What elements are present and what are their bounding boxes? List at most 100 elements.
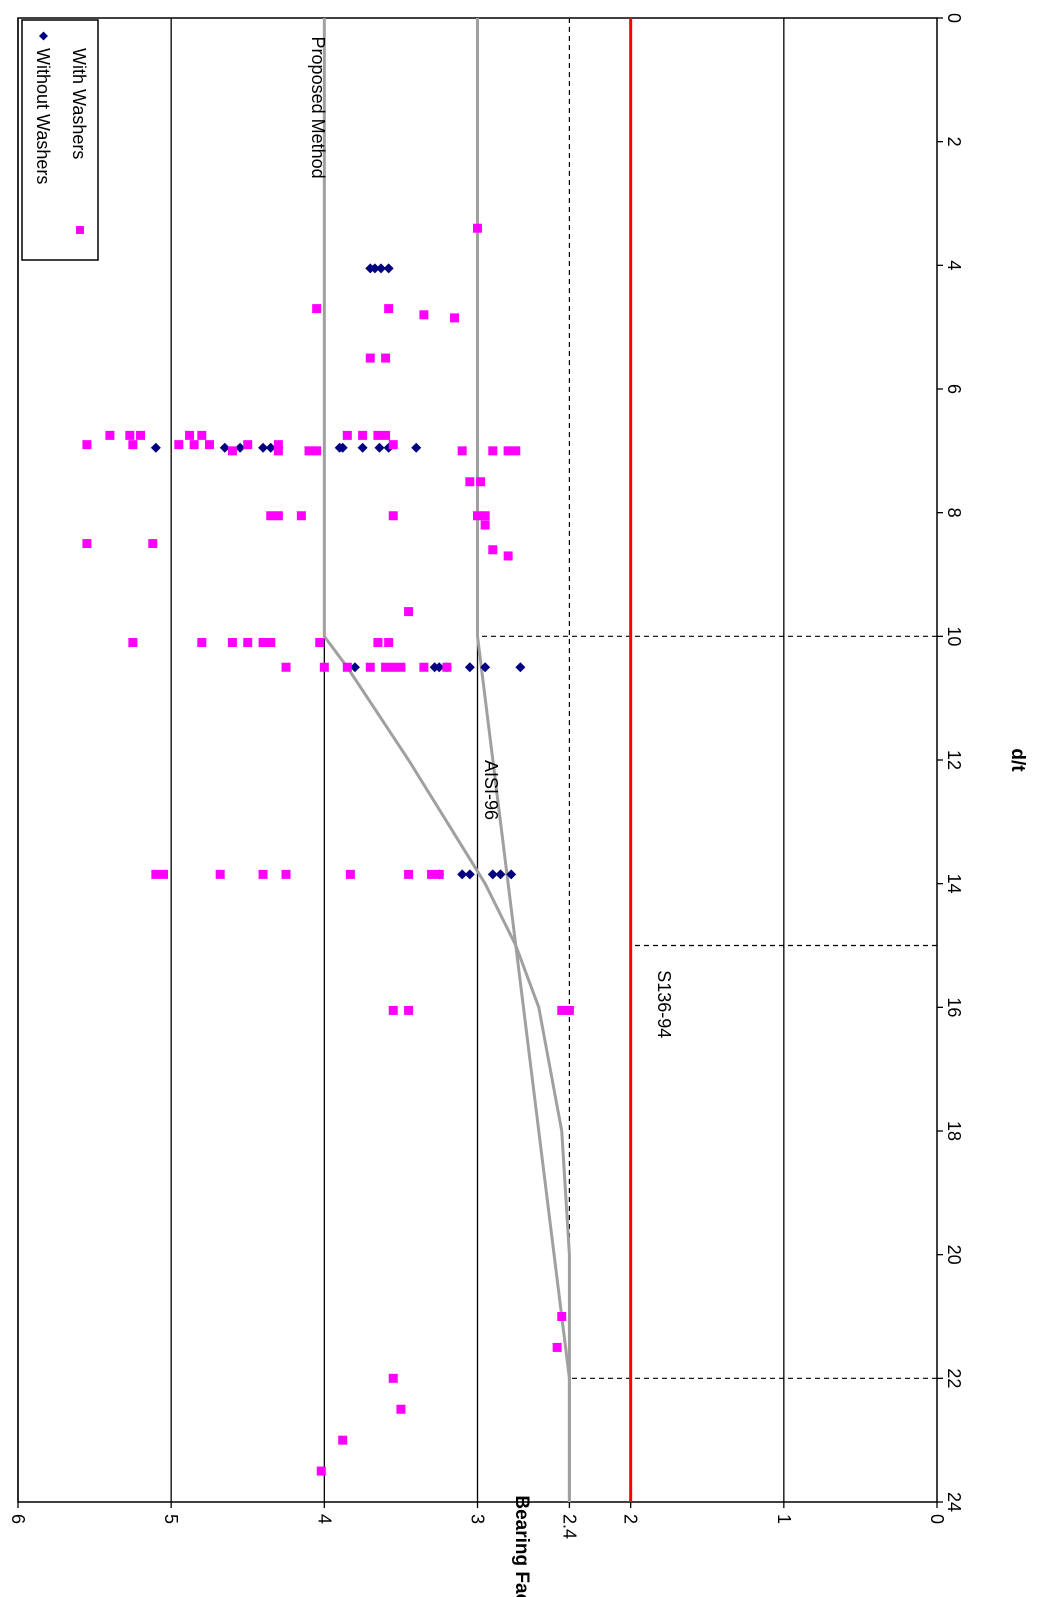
data-point-without-washers (235, 442, 246, 453)
data-point-without-washers (383, 263, 394, 274)
design-curves (322, 18, 633, 1502)
curve-label-s136-94: S136-94 (654, 970, 674, 1038)
data-point-with-washers (345, 869, 355, 879)
data-point-with-washers (243, 638, 253, 648)
x-tick-label: 8 (944, 508, 964, 518)
data-point-with-washers (388, 511, 398, 521)
data-point-with-washers (105, 430, 115, 440)
y-tick-label: 6 (8, 1514, 28, 1524)
data-point-with-washers (503, 446, 513, 456)
data-point-with-washers (151, 869, 161, 879)
legend-label-without-washers: Without Washers (33, 48, 53, 184)
data-point-with-washers (136, 430, 146, 440)
data-point-with-washers (557, 1312, 567, 1321)
data-point-with-washers (319, 662, 329, 672)
x-tick-label: 14 (944, 874, 964, 894)
data-point-with-washers (384, 638, 394, 648)
data-point-with-washers (189, 440, 199, 450)
data-point-with-washers (373, 638, 383, 648)
data-point-with-washers (480, 511, 490, 521)
data-point-with-washers (365, 662, 375, 672)
data-point-with-washers (488, 545, 498, 555)
data-point-with-washers (358, 430, 368, 440)
data-point-with-washers (204, 440, 214, 450)
data-point-with-washers (215, 869, 225, 879)
y-tick-label: 1 (774, 1514, 794, 1524)
data-point-without-washers (150, 442, 161, 453)
data-point-with-washers (450, 313, 460, 323)
x-tick-label: 6 (944, 384, 964, 394)
y-tick-label: 0 (927, 1514, 947, 1524)
data-point-with-washers (185, 430, 195, 440)
data-point-with-washers (266, 638, 276, 648)
data-point-with-washers (388, 440, 398, 450)
x-tick-label: 12 (944, 750, 964, 770)
data-point-with-washers (388, 1005, 398, 1015)
x-tick-label: 24 (944, 1492, 964, 1512)
curve-label-aisi-96: AISI-96 (481, 760, 501, 820)
data-point-with-washers (381, 662, 391, 672)
data-point-with-washers (396, 1404, 406, 1414)
x-tick-label: 16 (944, 997, 964, 1017)
legend-diamond-marker (39, 31, 48, 41)
x-tick-label: 10 (944, 626, 964, 646)
y-tick-label: 3 (468, 1514, 488, 1524)
data-point-with-washers (312, 304, 322, 314)
curve-labels: AISI-96 S136-94 Proposed Method (308, 37, 674, 1039)
data-point-with-washers (148, 539, 158, 549)
data-point-with-washers (419, 662, 429, 672)
data-point-with-washers (381, 430, 391, 440)
data-point-with-washers (373, 430, 383, 440)
data-point-with-washers (296, 511, 306, 521)
data-point-without-washers (506, 869, 517, 880)
data-point-with-washers (243, 440, 253, 450)
data-point-with-washers (273, 440, 283, 450)
data-point-with-washers (316, 1466, 326, 1476)
data-point-with-washers (381, 353, 391, 363)
data-point-with-washers (473, 223, 482, 233)
x-tick-label: 20 (944, 1245, 964, 1265)
legend-square-marker (76, 226, 84, 234)
data-point-with-washers (273, 446, 283, 456)
x-tick-label: 2 (944, 137, 964, 147)
data-point-with-washers (388, 1373, 398, 1383)
data-point-without-washers (434, 662, 445, 673)
data-point-without-washers (487, 869, 498, 880)
data-point-with-washers (82, 539, 92, 549)
legend-label-with-washers: With Washers (69, 48, 89, 159)
data-point-with-washers (511, 446, 521, 456)
data-point-without-washers (464, 662, 475, 673)
data-point-with-washers (465, 477, 475, 487)
data-point-without-washers (376, 263, 387, 274)
data-point-with-washers (564, 1005, 574, 1015)
data-point-with-washers (457, 446, 467, 456)
x-axis-title: d/t (1007, 748, 1028, 772)
data-point-with-washers (197, 638, 207, 648)
legend: Without Washers With Washers (21, 19, 99, 261)
legend-box (21, 19, 99, 261)
data-point-with-washers (258, 638, 268, 648)
x-tick-label: 4 (944, 260, 964, 270)
data-point-with-washers (503, 551, 513, 561)
data-point-with-washers (312, 446, 322, 456)
data-point-without-washers (495, 869, 506, 880)
data-point-without-washers (334, 442, 345, 453)
data-point-with-washers (427, 869, 437, 879)
data-point-without-washers (258, 442, 269, 453)
data-point-with-washers (480, 520, 490, 530)
data-point-with-washers (404, 1005, 414, 1015)
y-tick-label: 2 (621, 1514, 641, 1524)
curve-label-proposed-method: Proposed Method (308, 37, 328, 179)
data-point-with-washers (342, 430, 352, 440)
data-point-with-washers (404, 869, 414, 879)
data-point-without-washers (464, 869, 475, 880)
data-point-with-washers (338, 1435, 348, 1445)
data-point-with-washers (227, 446, 237, 456)
data-point-without-washers (480, 662, 491, 673)
data-point-with-washers (442, 662, 452, 672)
data-point-without-washers (411, 442, 422, 453)
data-point-without-washers (374, 442, 385, 453)
y-axis-title: Bearing Factor, C (511, 1495, 532, 1597)
